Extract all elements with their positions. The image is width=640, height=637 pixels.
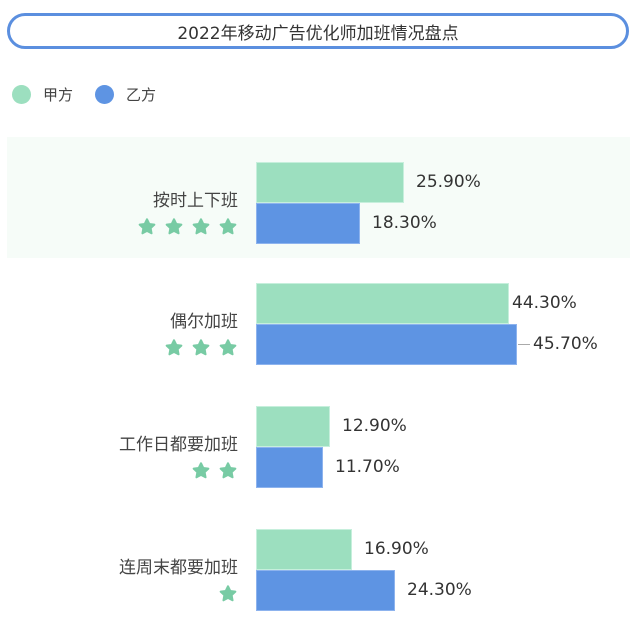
rating-stars [164, 338, 238, 358]
chart-title: 2022年移动广告优化师加班情况盘点 [7, 13, 629, 49]
value-label: 16.90% [364, 539, 429, 559]
category-label: 按时上下班 [153, 191, 238, 211]
star-icon [137, 217, 157, 237]
category-label: 连周末都要加班 [119, 558, 238, 578]
bar-jiafang[interactable] [256, 529, 352, 570]
legend-dot-icon [95, 85, 115, 104]
bar-jiafang[interactable] [256, 406, 330, 447]
legend-item-jiafang[interactable]: 甲方 [12, 84, 73, 105]
value-label: 24.30% [407, 580, 472, 600]
bar-yifang[interactable] [256, 447, 323, 488]
star-icon [218, 338, 238, 358]
value-label: 44.30% [512, 293, 577, 313]
value-label: 12.90% [342, 416, 407, 436]
category-label: 偶尔加班 [170, 312, 238, 332]
star-icon [218, 217, 238, 237]
legend-item-yifang[interactable]: 乙方 [95, 84, 156, 105]
value-label: 45.70% [533, 334, 598, 354]
leader-line [518, 344, 530, 345]
legend-label: 乙方 [126, 86, 157, 104]
value-label: 25.90% [416, 172, 481, 192]
legend: 甲方 乙方 [12, 84, 178, 105]
rating-stars [191, 461, 238, 481]
rating-stars [137, 217, 238, 237]
bar-jiafang[interactable] [256, 283, 509, 324]
category-label: 工作日都要加班 [119, 435, 238, 455]
star-icon [218, 461, 238, 481]
star-icon [164, 217, 184, 237]
bar-yifang[interactable] [256, 324, 517, 365]
star-icon [191, 338, 211, 358]
bar-jiafang[interactable] [256, 162, 404, 203]
star-icon [164, 338, 184, 358]
star-icon [191, 217, 211, 237]
value-label: 11.70% [335, 457, 400, 477]
value-label: 18.30% [372, 213, 437, 233]
rating-stars [218, 584, 238, 604]
star-icon [191, 461, 211, 481]
star-icon [218, 584, 238, 604]
bar-yifang[interactable] [256, 570, 395, 611]
legend-dot-icon [12, 85, 31, 104]
bar-yifang[interactable] [256, 203, 360, 244]
legend-label: 甲方 [43, 86, 74, 104]
